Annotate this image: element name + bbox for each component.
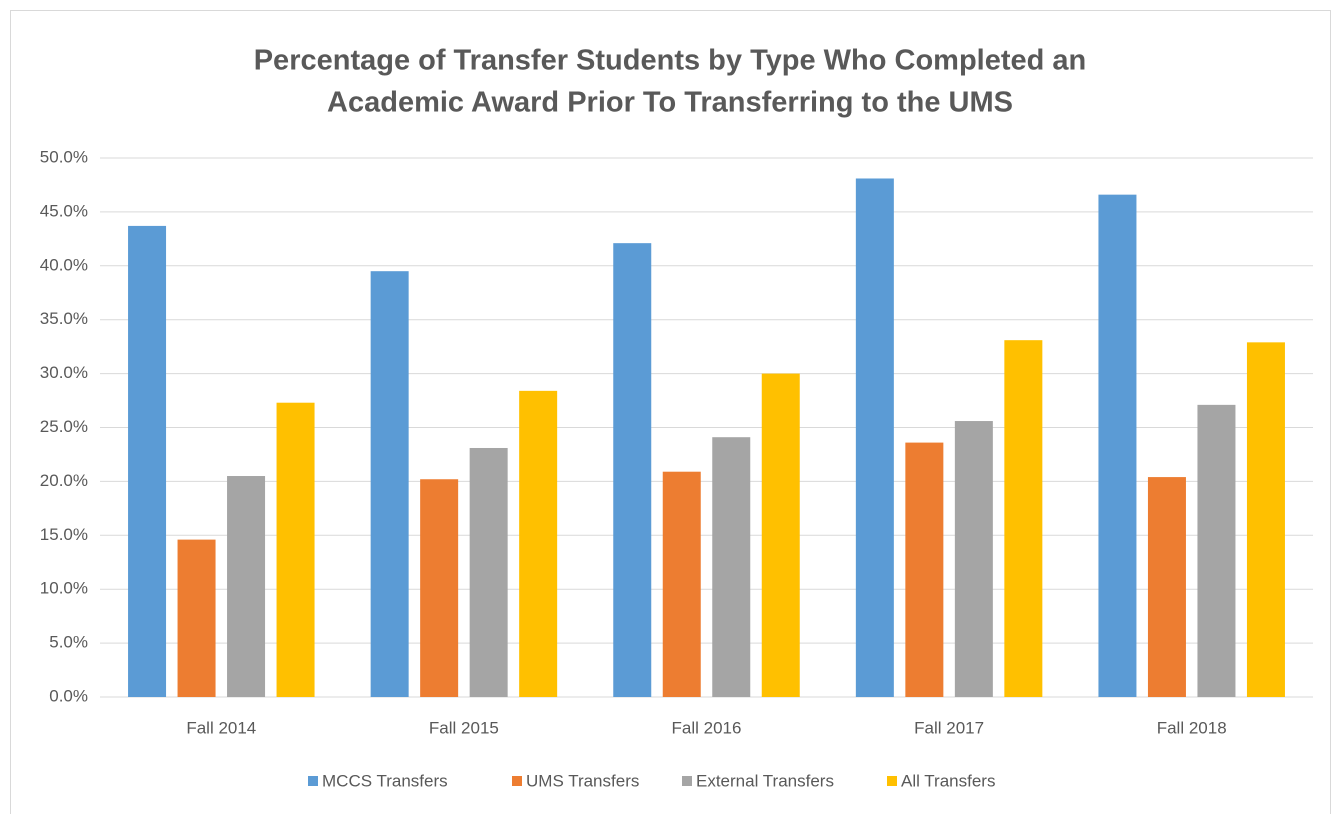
bar [1004,340,1043,697]
legend-label: All Transfers [901,771,995,790]
legend-swatch [512,776,522,786]
y-tick-label: 5.0% [49,633,88,652]
bar [954,421,993,697]
y-tick-label: 50.0% [40,147,88,166]
legend-swatch [682,776,692,786]
bar [662,471,701,697]
bar [177,539,216,697]
x-tick-label: Fall 2015 [429,718,499,737]
chart-title: Academic Award Prior To Transferring to … [327,87,1013,119]
bar [905,442,944,697]
bar [1147,477,1186,697]
chart-title: Percentage of Transfer Students by Type … [254,45,1087,77]
y-tick-label: 10.0% [40,579,88,598]
bar [469,447,508,697]
bar [276,402,315,697]
y-tick-label: 35.0% [40,309,88,328]
legend-swatch [308,776,318,786]
x-tick-label: Fall 2016 [672,718,742,737]
bar [370,271,409,697]
x-tick-label: Fall 2014 [186,718,256,737]
bar [128,225,167,697]
bar [1246,342,1285,697]
legend-label: External Transfers [696,771,834,790]
y-tick-label: 25.0% [40,417,88,436]
legend-label: UMS Transfers [526,771,639,790]
bar [519,390,558,697]
bar [420,479,459,697]
y-tick-label: 40.0% [40,255,88,274]
y-tick-label: 20.0% [40,471,88,490]
y-tick-label: 30.0% [40,363,88,382]
bar [712,437,751,697]
legend-label: MCCS Transfers [322,771,448,790]
y-tick-label: 45.0% [40,201,88,220]
legend-swatch [887,776,897,786]
bar [761,373,800,697]
bar [1197,404,1236,697]
y-tick-label: 0.0% [49,686,88,705]
x-tick-label: Fall 2017 [914,718,984,737]
bar [1098,194,1137,698]
bar [613,243,652,698]
bar [855,178,894,697]
x-tick-label: Fall 2018 [1157,718,1227,737]
bar [227,476,266,697]
y-tick-label: 15.0% [40,525,88,544]
